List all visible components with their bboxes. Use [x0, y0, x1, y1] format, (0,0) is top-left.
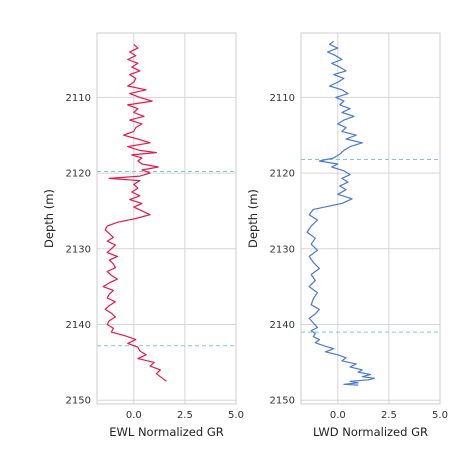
- ewl-panel: 2110 2120 2130 2140 2150 0.0 2.5 5.0 EWL Norma…: [42, 32, 244, 439]
- lwd-x-axis-label: LWD Normalized GR: [313, 425, 428, 439]
- ewl-x-tick-labels: 0.0 2.5 5.0: [126, 410, 244, 421]
- lwd-panel: 2110 2120 2130 2140 2150 0.0 2.5 5.0 LWD Norma…: [246, 32, 448, 439]
- lwd-gr-trace: [306, 40, 376, 386]
- ewl-x-tick-label: 2.5: [177, 410, 193, 421]
- ewl-y-tick-label: 2110: [66, 93, 91, 104]
- lwd-y-axis-label: Depth (m): [246, 189, 260, 248]
- lwd-x-tick-label: 5.0: [432, 410, 448, 421]
- ewl-boundary-markers: [97, 171, 236, 347]
- lwd-grid: [301, 33, 441, 404]
- lwd-x-tick-label: 0.0: [330, 410, 346, 421]
- ewl-gr-trace: [102, 43, 167, 382]
- lwd-y-tick-label: 2120: [270, 169, 295, 180]
- lwd-y-tick-label: 2150: [270, 396, 295, 407]
- ewl-y-tick-label: 2120: [66, 169, 91, 180]
- lwd-plot-frame: [300, 32, 441, 405]
- lwd-y-tick-label: 2130: [270, 244, 295, 255]
- lwd-y-tick-label: 2110: [270, 93, 295, 104]
- ewl-y-tick-label: 2140: [66, 320, 91, 331]
- lwd-boundary-markers: [301, 158, 440, 333]
- lwd-x-tick-label: 2.5: [381, 410, 397, 421]
- ewl-y-tick-label: 2130: [66, 244, 91, 255]
- ewl-y-axis-label: Depth (m): [42, 189, 56, 248]
- ewl-grid: [97, 33, 237, 404]
- lwd-y-tick-label: 2140: [270, 320, 295, 331]
- ewl-x-tick-label: 5.0: [228, 410, 244, 421]
- ewl-y-tick-label: 2150: [66, 396, 91, 407]
- ewl-x-axis-label: EWL Normalized GR: [109, 425, 223, 439]
- ewl-y-tick-labels: 2110 2120 2130 2140 2150: [66, 93, 91, 407]
- ewl-x-tick-label: 0.0: [126, 410, 142, 421]
- ewl-plot-frame: [96, 32, 237, 405]
- lwd-x-tick-labels: 0.0 2.5 5.0: [330, 410, 448, 421]
- lwd-y-tick-labels: 2110 2120 2130 2140 2150: [270, 93, 295, 407]
